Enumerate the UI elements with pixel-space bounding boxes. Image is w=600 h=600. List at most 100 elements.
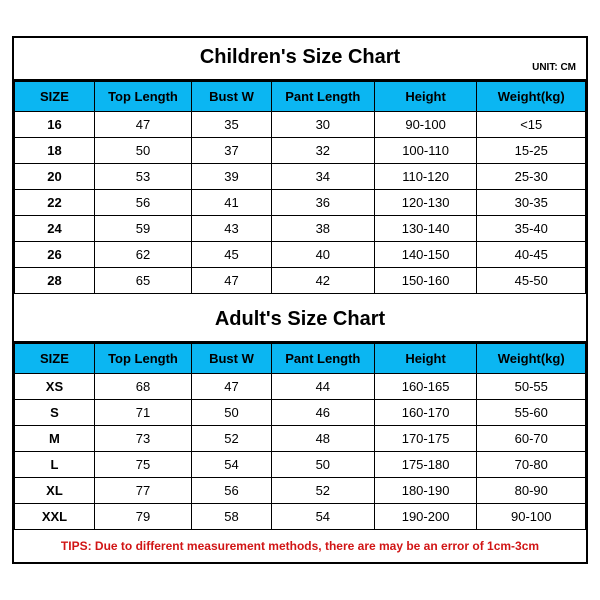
table-cell: 24 (15, 216, 95, 242)
table-cell: 47 (94, 112, 191, 138)
table-cell: 36 (271, 190, 374, 216)
table-cell: 110-120 (374, 164, 477, 190)
table-cell: S (15, 400, 95, 426)
children-title: Children's Size Chart (200, 46, 400, 68)
table-cell: 40-45 (477, 242, 586, 268)
col-header: Weight(kg) (477, 344, 586, 374)
table-row: S715046160-17055-60 (15, 400, 586, 426)
table-cell: 35-40 (477, 216, 586, 242)
table-cell: 22 (15, 190, 95, 216)
table-cell: 50-55 (477, 374, 586, 400)
table-cell: 75 (94, 452, 191, 478)
table-cell: 150-160 (374, 268, 477, 294)
tips-note: TIPS: Due to different measurement metho… (14, 530, 586, 562)
table-cell: 90-100 (374, 112, 477, 138)
table-cell: 47 (192, 374, 272, 400)
table-cell: 54 (192, 452, 272, 478)
adult-title: Adult's Size Chart (215, 308, 385, 330)
table-cell: 79 (94, 504, 191, 530)
table-row: XXL795854190-20090-100 (15, 504, 586, 530)
children-table: SIZE Top Length Bust W Pant Length Heigh… (14, 81, 586, 294)
table-cell: 15-25 (477, 138, 586, 164)
col-header: Top Length (94, 82, 191, 112)
adult-tbody: XS684744160-16550-55S715046160-17055-60M… (15, 374, 586, 530)
table-cell: 30 (271, 112, 374, 138)
children-tbody: 1647353090-100<1518503732100-11015-25205… (15, 112, 586, 294)
table-cell: 160-165 (374, 374, 477, 400)
table-cell: 68 (94, 374, 191, 400)
table-cell: 42 (271, 268, 374, 294)
children-title-row: Children's Size Chart UNIT: CM (14, 38, 586, 81)
table-cell: 52 (271, 478, 374, 504)
table-cell: 90-100 (477, 504, 586, 530)
table-cell: 175-180 (374, 452, 477, 478)
col-header: SIZE (15, 344, 95, 374)
unit-label: UNIT: CM (532, 62, 576, 73)
table-cell: 54 (271, 504, 374, 530)
table-row: M735248170-17560-70 (15, 426, 586, 452)
table-row: 18503732100-11015-25 (15, 138, 586, 164)
table-cell: 60-70 (477, 426, 586, 452)
table-cell: 120-130 (374, 190, 477, 216)
table-row: 28654742150-16045-50 (15, 268, 586, 294)
adult-header-row: SIZE Top Length Bust W Pant Length Heigh… (15, 344, 586, 374)
adult-title-row: Adult's Size Chart (14, 300, 586, 343)
table-cell: 59 (94, 216, 191, 242)
table-cell: XL (15, 478, 95, 504)
table-row: 20533934110-12025-30 (15, 164, 586, 190)
col-header: Weight(kg) (477, 82, 586, 112)
table-cell: 50 (192, 400, 272, 426)
table-cell: 53 (94, 164, 191, 190)
table-cell: <15 (477, 112, 586, 138)
table-cell: 80-90 (477, 478, 586, 504)
col-header: Pant Length (271, 344, 374, 374)
table-cell: 130-140 (374, 216, 477, 242)
table-cell: 77 (94, 478, 191, 504)
table-cell: 30-35 (477, 190, 586, 216)
table-row: L755450175-18070-80 (15, 452, 586, 478)
table-cell: 40 (271, 242, 374, 268)
table-cell: 56 (94, 190, 191, 216)
col-header: Height (374, 82, 477, 112)
table-cell: 180-190 (374, 478, 477, 504)
table-cell: 73 (94, 426, 191, 452)
col-header: Height (374, 344, 477, 374)
col-header: Bust W (192, 82, 272, 112)
table-cell: 50 (271, 452, 374, 478)
table-row: 22564136120-13030-35 (15, 190, 586, 216)
table-cell: 190-200 (374, 504, 477, 530)
table-cell: 45 (192, 242, 272, 268)
table-cell: 55-60 (477, 400, 586, 426)
table-row: 26624540140-15040-45 (15, 242, 586, 268)
table-cell: 52 (192, 426, 272, 452)
table-cell: 32 (271, 138, 374, 164)
table-cell: 28 (15, 268, 95, 294)
table-cell: 16 (15, 112, 95, 138)
table-cell: 100-110 (374, 138, 477, 164)
adult-table: SIZE Top Length Bust W Pant Length Heigh… (14, 343, 586, 530)
table-row: XL775652180-19080-90 (15, 478, 586, 504)
table-cell: 43 (192, 216, 272, 242)
table-cell: 71 (94, 400, 191, 426)
table-cell: 20 (15, 164, 95, 190)
table-cell: 44 (271, 374, 374, 400)
table-cell: 62 (94, 242, 191, 268)
table-cell: 47 (192, 268, 272, 294)
table-cell: 50 (94, 138, 191, 164)
children-header-row: SIZE Top Length Bust W Pant Length Heigh… (15, 82, 586, 112)
table-cell: 25-30 (477, 164, 586, 190)
table-cell: 46 (271, 400, 374, 426)
table-cell: 18 (15, 138, 95, 164)
col-header: SIZE (15, 82, 95, 112)
table-cell: M (15, 426, 95, 452)
table-row: 1647353090-100<15 (15, 112, 586, 138)
col-header: Top Length (94, 344, 191, 374)
table-cell: 58 (192, 504, 272, 530)
col-header: Bust W (192, 344, 272, 374)
table-cell: 70-80 (477, 452, 586, 478)
table-cell: L (15, 452, 95, 478)
table-cell: 34 (271, 164, 374, 190)
table-cell: 39 (192, 164, 272, 190)
table-cell: 140-150 (374, 242, 477, 268)
table-row: 24594338130-14035-40 (15, 216, 586, 242)
